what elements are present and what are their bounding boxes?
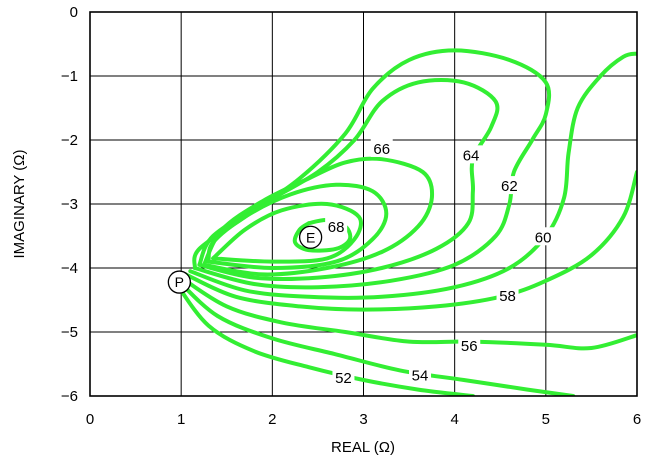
contour-label-64: 64 [463, 147, 480, 164]
contour-label-54: 54 [412, 368, 429, 385]
contour-line-64 [197, 78, 500, 281]
contour-label-background [496, 286, 519, 305]
y-tick-label: −5 [61, 324, 78, 341]
y-axis-title: IMAGINARY (Ω) [11, 149, 28, 258]
contour-line-56 [179, 275, 637, 351]
contour-label-62: 62 [501, 178, 518, 195]
marker-e-circle [298, 225, 323, 249]
marker-p-label: P [175, 274, 184, 290]
contour-label-56: 56 [461, 338, 478, 355]
x-tick-label: 0 [86, 411, 94, 428]
plot-frame [89, 11, 638, 397]
x-tick-label: 6 [633, 411, 641, 428]
contour-line-62 [192, 48, 552, 290]
contour-label-background [332, 368, 355, 387]
contour-label-52: 52 [335, 370, 352, 387]
x-tick-label: 2 [268, 411, 276, 428]
marker-p-circle [167, 270, 191, 294]
contour-label-background [460, 145, 483, 164]
contour-line-52 [174, 282, 475, 396]
x-tick-label: 5 [542, 411, 550, 428]
contour-label-background [498, 176, 521, 195]
contour-label-58: 58 [499, 288, 516, 305]
x-tick-labels: 0 1 2 3 4 5 6 [86, 411, 641, 428]
y-tick-label: −6 [61, 388, 78, 405]
contour-lines [174, 48, 637, 396]
y-tick-label: −2 [61, 132, 78, 149]
contour-label-68: 68 [328, 219, 345, 236]
contour-labels: 52 54 56 58 60 62 64 66 68 [325, 138, 555, 387]
x-axis-title: REAL (Ω) [331, 439, 395, 456]
contour-label-background [532, 227, 555, 246]
contour-line-54 [176, 278, 576, 396]
x-tick-label: 3 [359, 411, 367, 428]
y-tick-label: −3 [61, 196, 78, 213]
y-tick-label: −1 [61, 68, 78, 85]
y-tick-labels: 0 −1 −2 −3 −4 −5 −6 [61, 4, 78, 405]
x-tick-label: 1 [177, 411, 185, 428]
contour-label-background [325, 217, 348, 236]
grid [90, 12, 637, 396]
point-markers: PE [167, 225, 323, 294]
marker-e-label: E [306, 229, 315, 245]
contour-line-66 [202, 156, 435, 277]
contour-label-background [370, 138, 393, 157]
x-tick-label: 4 [450, 411, 458, 428]
contour-label-background [458, 336, 481, 355]
contour-line-unlabeled-10 [211, 201, 363, 264]
contour-label-background [409, 365, 432, 384]
contour-label-60: 60 [535, 229, 552, 246]
contour-line-58 [183, 170, 637, 312]
y-tick-label: 0 [70, 4, 78, 21]
y-tick-label: −4 [61, 260, 78, 277]
contour-line-unlabeled-9 [206, 182, 389, 270]
contour-label-66: 66 [373, 141, 390, 158]
